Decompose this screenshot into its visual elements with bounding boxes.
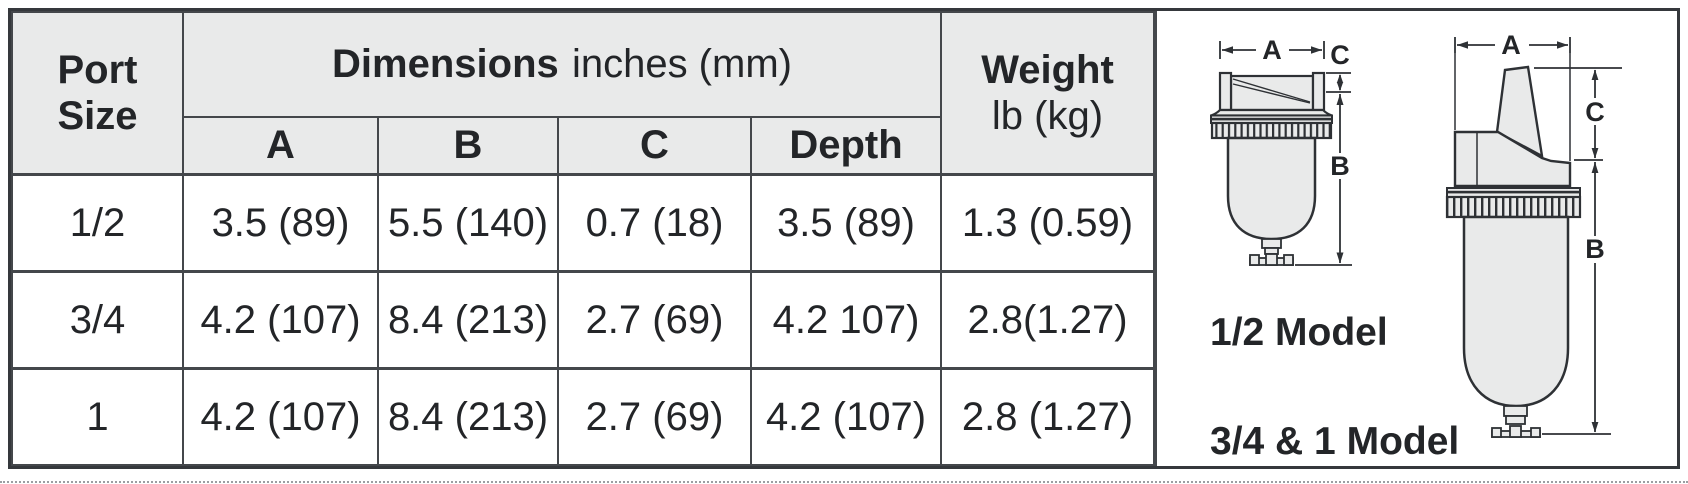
dim-label-c: C bbox=[1330, 40, 1350, 70]
figures-panel: A C B 1/2 Model bbox=[1155, 11, 1677, 466]
dimensions-title: Dimensions bbox=[332, 42, 559, 87]
collar-band bbox=[1210, 114, 1333, 124]
col-header-a: A bbox=[182, 115, 379, 176]
cell-c: 2.7 (69) bbox=[557, 366, 752, 466]
weight-title: Weight bbox=[981, 47, 1114, 92]
dim-label-b: B bbox=[1330, 151, 1350, 181]
spike bbox=[1495, 65, 1544, 159]
dim-line-c bbox=[1534, 67, 1622, 161]
cell-weight: 2.8(1.27) bbox=[940, 269, 1155, 370]
cell-port: 3/4 bbox=[11, 269, 184, 370]
perforation-line bbox=[0, 481, 1688, 483]
cell-depth: 3.5 (89) bbox=[750, 172, 942, 273]
cell-a: 3.5 (89) bbox=[182, 172, 379, 273]
knurl-ring bbox=[1445, 195, 1582, 219]
model-label-half: 1/2 Model bbox=[1210, 311, 1388, 354]
filter-head bbox=[1210, 71, 1333, 117]
filter-bowl bbox=[1462, 215, 1570, 408]
spec-frame: Port Size Dimensions inches (mm) Weight l… bbox=[8, 8, 1680, 469]
knurl-ring bbox=[1210, 121, 1333, 140]
filter-diagram-small: A C B bbox=[1210, 35, 1352, 266]
cell-port: 1/2 bbox=[11, 172, 184, 273]
table-row: 3/4 4.2 (107) 8.4 (213) 2.7 (69) 4.2 107… bbox=[11, 269, 1155, 370]
cell-c: 0.7 (18) bbox=[557, 172, 752, 273]
dim-label-b: B bbox=[1585, 234, 1605, 264]
col-header-b: B bbox=[377, 115, 559, 176]
cell-depth: 4.2 (107) bbox=[750, 366, 942, 466]
cell-a: 4.2 (107) bbox=[182, 366, 379, 466]
filter-head bbox=[1453, 65, 1572, 188]
dim-line-c bbox=[1326, 72, 1351, 93]
table-row: 1/2 3.5 (89) 5.5 (140) 0.7 (18) 3.5 (89)… bbox=[11, 172, 1155, 273]
cell-depth: 4.2 107) bbox=[750, 269, 942, 370]
table-row: 1 4.2 (107) 8.4 (213) 2.7 (69) 4.2 (107)… bbox=[11, 366, 1155, 466]
cell-weight: 2.8 (1.27) bbox=[940, 366, 1155, 466]
col-header-port-size: Port Size bbox=[11, 10, 184, 176]
collar-band bbox=[1446, 187, 1581, 198]
filter-bowl bbox=[1226, 136, 1317, 241]
col-header-weight: Weight lb (kg) bbox=[940, 10, 1155, 176]
drain-fitting bbox=[1249, 238, 1294, 266]
col-header-c: C bbox=[557, 115, 752, 176]
weight-units: lb (kg) bbox=[991, 93, 1104, 138]
dimensions-table: Port Size Dimensions inches (mm) Weight l… bbox=[11, 10, 1155, 466]
cell-c: 2.7 (69) bbox=[557, 269, 752, 370]
dim-line-a bbox=[1454, 37, 1571, 161]
col-header-dimensions: Dimensions inches (mm) bbox=[182, 11, 942, 118]
cell-b: 8.4 (213) bbox=[377, 269, 559, 370]
filter-diagram-large: A C B bbox=[1445, 30, 1622, 438]
dimensions-units: inches (mm) bbox=[571, 42, 792, 87]
dim-label-a: A bbox=[1262, 35, 1282, 65]
cell-b: 8.4 (213) bbox=[377, 366, 559, 466]
dim-line-b bbox=[1295, 94, 1352, 266]
dim-label-c: C bbox=[1585, 97, 1605, 127]
drain-fitting bbox=[1491, 405, 1541, 438]
cell-port: 1 bbox=[11, 366, 184, 466]
cell-b: 5.5 (140) bbox=[377, 172, 559, 273]
dim-line-b bbox=[1542, 162, 1611, 435]
model-label-three-quarter-and-one: 3/4 & 1 Model bbox=[1210, 420, 1460, 463]
col-header-depth: Depth bbox=[750, 115, 942, 176]
dim-label-a: A bbox=[1501, 30, 1521, 60]
cell-a: 4.2 (107) bbox=[182, 269, 379, 370]
dim-line-a bbox=[1219, 41, 1325, 59]
cell-weight: 1.3 (0.59) bbox=[940, 172, 1155, 273]
